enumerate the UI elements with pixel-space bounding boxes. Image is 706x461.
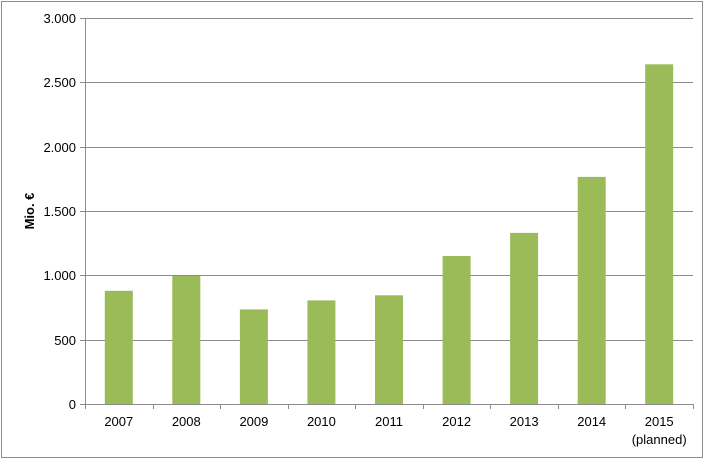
bar-2015 — [645, 64, 674, 405]
x-tick-label-2007: 2007 — [104, 414, 133, 429]
y-tick-label: 500 — [54, 333, 76, 348]
x-tick-label-2013: 2013 — [510, 414, 539, 429]
y-tick-label: 2.500 — [43, 75, 76, 90]
x-tick-label-2009: 2009 — [239, 414, 268, 429]
axes — [80, 18, 694, 409]
y-axis-title: Mio. € — [22, 193, 37, 230]
x-tick-label-2012: 2012 — [442, 414, 471, 429]
x-tick-label-2011: 2011 — [375, 414, 403, 429]
x-tick-label-2008: 2008 — [172, 414, 201, 429]
x-tick-label-2015: 2015 — [645, 414, 674, 429]
bar-2013 — [510, 232, 539, 404]
y-tick-label: 0 — [69, 397, 76, 412]
bar-2009 — [239, 309, 268, 404]
y-tick-label: 3.000 — [43, 11, 76, 26]
bar-2014 — [577, 176, 606, 404]
bar-2008 — [172, 276, 201, 404]
bar-2007 — [104, 290, 133, 404]
x-tick-label-2014: 2014 — [577, 414, 606, 429]
y-tick-label: 2.000 — [43, 140, 76, 155]
bar-2011 — [375, 295, 403, 404]
x-tick-label-2010: 2010 — [307, 414, 336, 429]
bar-2010 — [307, 300, 336, 404]
x-tick-sublabel-2015: (planned) — [632, 432, 687, 447]
y-tick-label: 1.500 — [43, 204, 76, 219]
y-tick-label: 1.000 — [43, 268, 76, 283]
bar-2012 — [442, 256, 471, 404]
bars — [104, 64, 674, 405]
tick-labels: 0 500 1.000 1.500 2.000 2.500 3.000 2007 2008 200… — [43, 11, 686, 447]
